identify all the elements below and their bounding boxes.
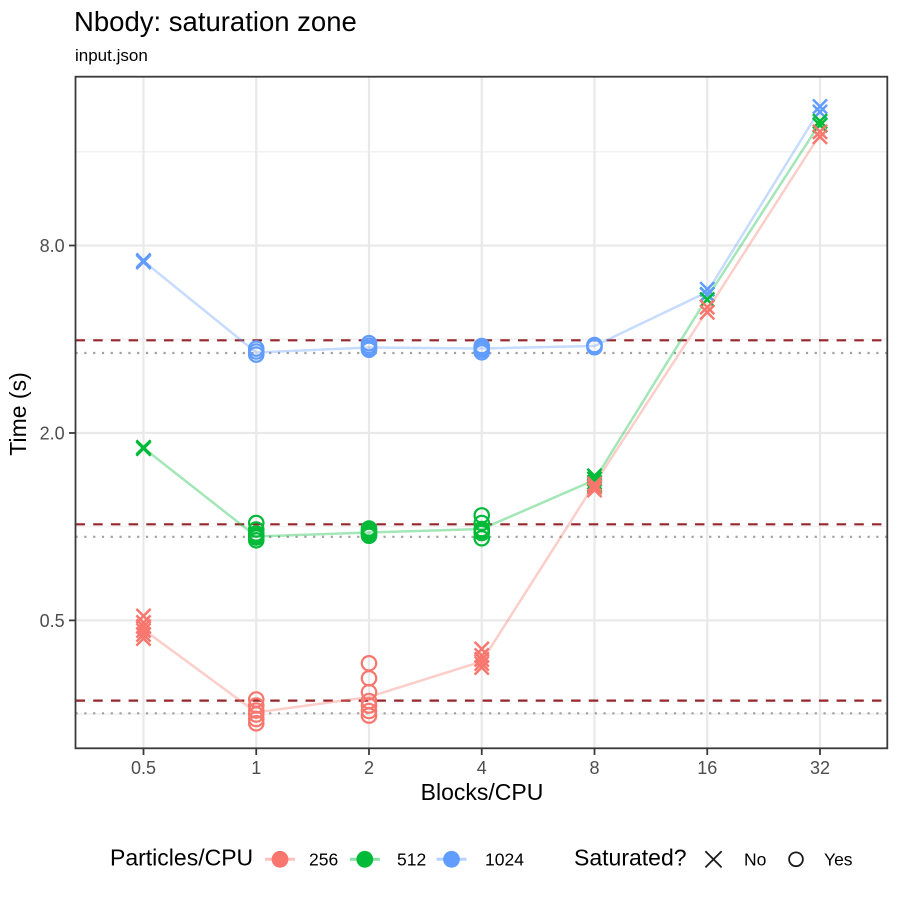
svg-text:4: 4	[477, 758, 487, 778]
svg-text:32: 32	[810, 758, 830, 778]
svg-text:2.0: 2.0	[40, 423, 65, 443]
svg-text:8.0: 8.0	[40, 236, 65, 256]
svg-text:Yes: Yes	[824, 850, 853, 870]
svg-text:512: 512	[397, 850, 426, 870]
svg-text:16: 16	[697, 758, 717, 778]
svg-text:Particles/CPU: Particles/CPU	[110, 845, 253, 871]
svg-text:Time (s): Time (s)	[5, 372, 31, 455]
svg-text:8: 8	[589, 758, 599, 778]
svg-text:0.5: 0.5	[131, 758, 156, 778]
svg-text:1: 1	[251, 758, 261, 778]
svg-text:Blocks/CPU: Blocks/CPU	[421, 779, 544, 805]
svg-text:input.json: input.json	[75, 46, 148, 65]
svg-text:2: 2	[364, 758, 374, 778]
svg-text:Saturated?: Saturated?	[574, 845, 687, 871]
svg-text:256: 256	[309, 850, 338, 870]
svg-text:Nbody: saturation zone: Nbody: saturation zone	[74, 6, 357, 37]
svg-text:No: No	[744, 850, 766, 870]
svg-text:0.5: 0.5	[40, 611, 65, 631]
svg-text:1024: 1024	[485, 850, 524, 870]
